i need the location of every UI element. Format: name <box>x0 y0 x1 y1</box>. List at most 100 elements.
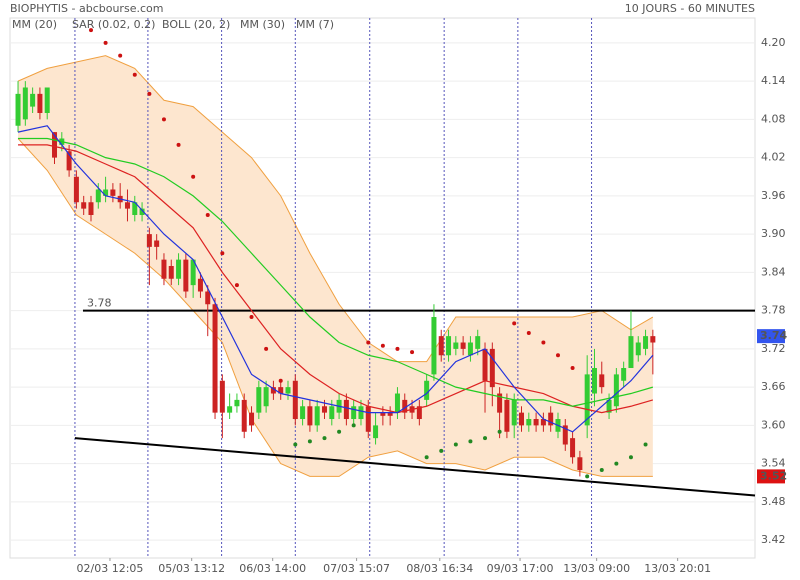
sar-dot <box>220 251 225 256</box>
y-tick-label: 3.60 <box>761 418 786 431</box>
candle-body <box>621 368 627 381</box>
candle-body <box>402 399 408 413</box>
candle-body <box>190 259 196 286</box>
candle-body <box>613 374 619 407</box>
sar-dot <box>410 350 415 355</box>
last-price-box <box>757 329 785 344</box>
y-tick-label: 4.08 <box>761 112 786 125</box>
legend-entry: MM (7) <box>296 18 334 31</box>
candle-body <box>650 336 656 343</box>
candle-body <box>635 342 641 356</box>
candle-body <box>519 412 525 426</box>
x-tick-label: 08/03 16:34 <box>406 562 473 575</box>
candle-body <box>373 425 379 439</box>
candle-body <box>467 342 473 356</box>
candle-body <box>482 348 488 381</box>
trendline <box>74 437 756 497</box>
sar-dot <box>614 461 619 466</box>
legend-entry: MM (30) <box>240 18 285 31</box>
candle-body <box>504 399 510 432</box>
sar-dot <box>424 455 429 460</box>
candle-body <box>168 266 174 279</box>
sar-dot <box>307 439 312 444</box>
candle-body <box>95 189 101 203</box>
candle-body <box>446 336 452 356</box>
candle-body <box>314 406 320 426</box>
y-tick-label: 3.54 <box>761 457 786 470</box>
sar-dot <box>118 53 123 58</box>
candle-body <box>380 412 386 416</box>
candle-body <box>30 93 36 107</box>
sar-dot <box>337 429 342 434</box>
sar-dot <box>555 353 560 358</box>
sar-dot <box>599 468 604 473</box>
candle-body <box>285 387 291 394</box>
bollinger-upper <box>17 55 654 363</box>
sar-dot <box>161 117 166 122</box>
legend-entry: BOLL (20, 2) <box>162 18 230 31</box>
sar-dot <box>191 174 196 179</box>
candle-body <box>365 406 371 432</box>
y-tick-label: 3.84 <box>761 265 786 278</box>
y-tick-label: 3.96 <box>761 189 786 202</box>
chart-subtitle: 10 JOURS - 60 MINUTES <box>625 2 755 15</box>
last-price-label: 3.52 <box>760 469 787 482</box>
candle-body <box>88 202 94 216</box>
candle-body <box>599 374 605 388</box>
candle-body <box>205 291 211 305</box>
candle-body <box>540 419 546 426</box>
y-tick-label: 3.78 <box>761 304 786 317</box>
candle-body <box>460 342 466 349</box>
candle-body <box>511 399 517 426</box>
y-tick-label: 3.42 <box>761 533 786 546</box>
moving-average <box>18 137 654 407</box>
candle-body <box>628 336 634 369</box>
candle-body <box>416 406 422 420</box>
sar-dot <box>512 321 517 326</box>
candle-body <box>183 259 189 292</box>
candle-body <box>577 457 583 471</box>
candle-body <box>358 406 364 420</box>
sar-dot <box>497 429 502 434</box>
sar-dot <box>628 455 633 460</box>
candle-body <box>52 132 58 158</box>
sar-dot <box>643 442 648 447</box>
sar-dot <box>526 330 531 335</box>
candle-body <box>489 348 495 388</box>
sar-dot <box>439 448 444 453</box>
candle-body <box>292 380 298 420</box>
candle-body <box>270 387 276 394</box>
sar-dot <box>249 315 254 320</box>
candle-body <box>300 406 306 420</box>
candle-body <box>562 425 568 445</box>
sar-dot <box>453 442 458 447</box>
candle-body <box>132 202 138 216</box>
sar-dot <box>585 474 590 479</box>
chart-title: BIOPHYTIS - abcbourse.com <box>10 2 163 15</box>
sar-dot <box>395 346 400 351</box>
candle-body <box>176 259 182 279</box>
x-tick-label: 05/03 13:12 <box>158 562 225 575</box>
candle-body <box>110 189 116 196</box>
candle-body <box>103 189 109 196</box>
candle-body <box>256 387 262 413</box>
y-tick-label: 3.72 <box>761 342 786 355</box>
candle-body <box>431 317 437 375</box>
bollinger-lower <box>17 138 653 477</box>
candle-body <box>263 387 269 407</box>
candle-body <box>329 406 335 420</box>
x-tick-label: 13/03 09:00 <box>563 562 630 575</box>
candle-body <box>219 380 225 413</box>
candle-body <box>37 93 43 113</box>
x-tick-label: 07/03 15:07 <box>323 562 390 575</box>
sar-dot <box>351 423 356 428</box>
candle-body <box>570 438 576 458</box>
candle-body <box>533 419 539 426</box>
candle-body <box>146 234 152 247</box>
x-tick-label: 02/03 12:05 <box>77 562 144 575</box>
candle-body <box>453 342 459 349</box>
sar-dot <box>205 213 210 218</box>
candle-body <box>643 336 649 349</box>
